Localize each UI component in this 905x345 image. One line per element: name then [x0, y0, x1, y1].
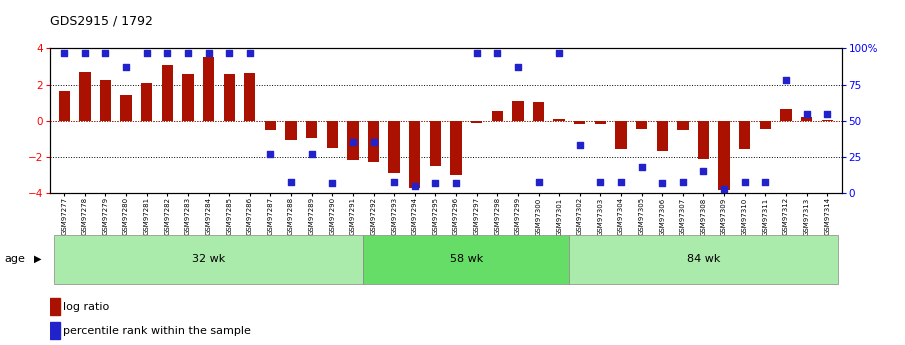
Text: log ratio: log ratio — [63, 302, 110, 312]
Point — [449, 180, 463, 186]
Point — [758, 179, 773, 184]
Bar — [367, 121, 379, 161]
Point — [470, 50, 484, 56]
Point — [717, 186, 731, 191]
Point — [614, 179, 628, 184]
Bar — [656, 121, 668, 151]
Bar — [512, 101, 524, 121]
Bar — [265, 121, 276, 130]
Point — [655, 180, 670, 186]
Bar — [59, 91, 70, 121]
Text: ▶: ▶ — [34, 254, 42, 264]
Point — [552, 50, 567, 56]
Point — [243, 50, 257, 56]
Text: age: age — [5, 254, 25, 264]
Bar — [224, 74, 235, 121]
Point — [181, 50, 195, 56]
Bar — [327, 121, 338, 148]
Point — [696, 169, 710, 174]
Bar — [759, 121, 771, 129]
Point — [367, 140, 381, 145]
Bar — [615, 121, 626, 149]
Bar — [348, 121, 358, 160]
Bar — [491, 111, 503, 121]
Bar — [50, 298, 60, 315]
Point — [201, 50, 215, 56]
Bar — [203, 57, 214, 121]
Bar — [388, 121, 400, 173]
Bar — [451, 121, 462, 175]
Bar — [554, 119, 565, 121]
Bar — [50, 322, 60, 339]
Bar — [306, 121, 318, 138]
Bar — [244, 73, 255, 121]
Bar — [79, 72, 91, 121]
Point — [284, 179, 299, 184]
Point — [738, 179, 752, 184]
Point — [510, 65, 525, 70]
Point — [531, 179, 546, 184]
Text: 58 wk: 58 wk — [450, 254, 483, 264]
Bar — [595, 121, 606, 125]
Bar — [533, 102, 544, 121]
Point — [820, 111, 834, 116]
Bar — [471, 121, 482, 122]
Bar — [363, 235, 569, 284]
Point — [593, 179, 607, 184]
Point — [346, 140, 360, 145]
Text: percentile rank within the sample: percentile rank within the sample — [63, 326, 252, 336]
Text: 84 wk: 84 wk — [687, 254, 720, 264]
Point — [490, 50, 504, 56]
Bar — [430, 121, 441, 166]
Text: GDS2915 / 1792: GDS2915 / 1792 — [50, 14, 153, 28]
Point — [139, 50, 154, 56]
Point — [99, 50, 113, 56]
Bar — [182, 74, 194, 121]
Bar — [780, 109, 792, 121]
Point — [676, 179, 691, 184]
Bar — [569, 235, 837, 284]
Point — [222, 50, 236, 56]
Point — [263, 151, 278, 157]
Point — [57, 50, 71, 56]
Bar — [719, 121, 729, 189]
Bar — [636, 121, 647, 129]
Bar — [739, 121, 750, 149]
Point — [78, 50, 92, 56]
Point — [325, 180, 339, 186]
Text: 32 wk: 32 wk — [192, 254, 225, 264]
Point — [778, 77, 793, 83]
Bar — [409, 121, 421, 188]
Bar — [285, 121, 297, 140]
Bar — [54, 235, 363, 284]
Point — [160, 50, 175, 56]
Bar — [100, 80, 111, 121]
Bar — [574, 121, 586, 125]
Point — [799, 111, 814, 116]
Point — [387, 179, 402, 184]
Bar — [801, 117, 813, 121]
Bar — [698, 121, 710, 159]
Point — [634, 164, 649, 170]
Point — [573, 142, 587, 148]
Point — [407, 183, 422, 189]
Bar — [162, 65, 173, 121]
Point — [304, 151, 319, 157]
Bar — [677, 121, 689, 130]
Bar — [822, 120, 833, 121]
Bar — [141, 83, 152, 121]
Point — [119, 65, 133, 70]
Bar — [120, 96, 132, 121]
Point — [428, 180, 443, 186]
